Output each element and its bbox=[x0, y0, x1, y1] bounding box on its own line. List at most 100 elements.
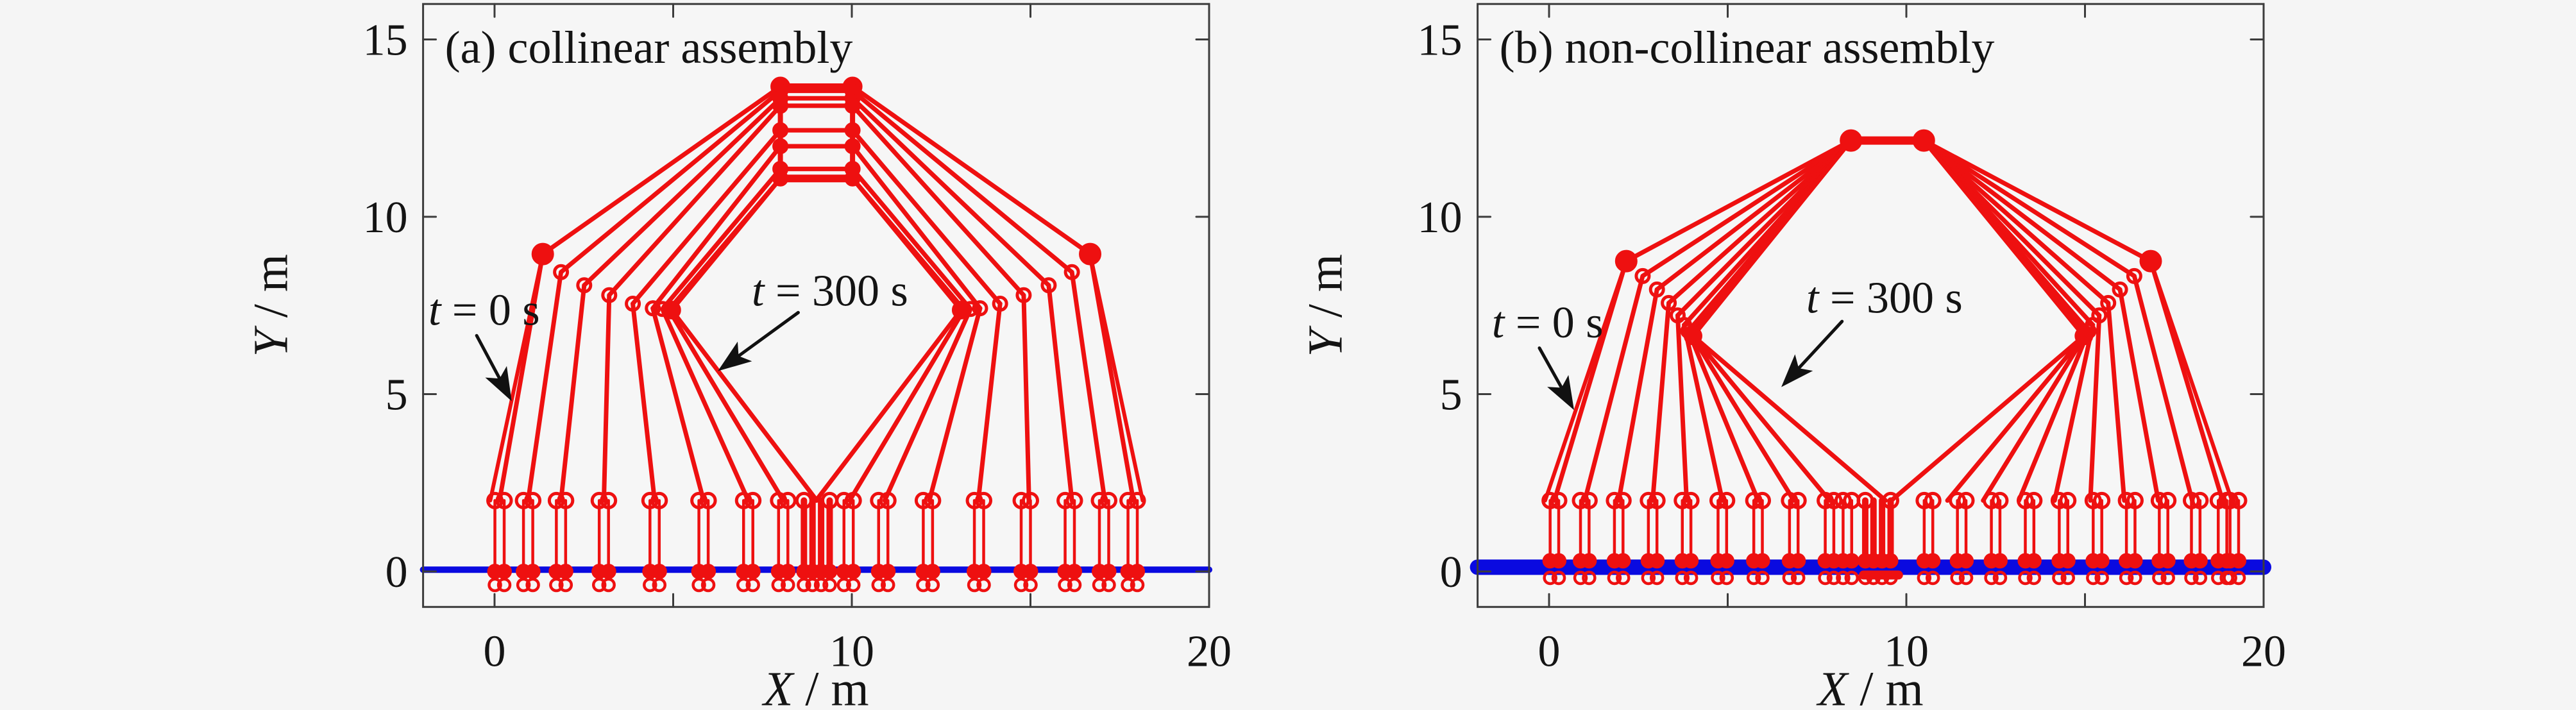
elbow-joint bbox=[1015, 287, 1032, 303]
station-under-joint bbox=[1950, 570, 1965, 586]
station-top-joint bbox=[1991, 491, 2009, 509]
station-foot-dot bbox=[2231, 553, 2247, 569]
annotation-arrow-shaft bbox=[1538, 346, 1566, 395]
station-top-joint bbox=[2117, 491, 2135, 509]
station-top-joint bbox=[1648, 491, 1666, 509]
station-under-joint bbox=[771, 577, 786, 593]
station-under-joint bbox=[1755, 570, 1770, 586]
station-under-joint bbox=[1925, 570, 1940, 586]
station-foot-dot bbox=[745, 564, 761, 579]
station-under-joint bbox=[591, 577, 607, 593]
leg-link bbox=[1650, 300, 1672, 503]
arm-link bbox=[1623, 138, 1854, 264]
station-top-joint bbox=[844, 491, 862, 509]
station-under-joint bbox=[736, 577, 751, 593]
station-top-joint bbox=[924, 491, 942, 509]
annotation-arrow-head bbox=[485, 366, 512, 401]
station-under-joint bbox=[2152, 570, 2167, 586]
station-under-joint bbox=[1782, 570, 1797, 586]
station-under-joint bbox=[2223, 570, 2237, 586]
station-under-joint bbox=[2128, 570, 2142, 586]
station-top-joint bbox=[1957, 491, 1975, 509]
station-under-joint bbox=[1130, 577, 1145, 593]
y-tick-label: 5 bbox=[1440, 371, 1462, 420]
leg-link bbox=[927, 306, 983, 503]
leg-link bbox=[559, 283, 587, 503]
arm-link bbox=[850, 103, 1026, 298]
panel-title: (b) non-collinear assembly bbox=[1500, 22, 1995, 73]
station-under-joint bbox=[1573, 570, 1588, 586]
station-under-joint bbox=[549, 577, 564, 593]
leg-link bbox=[601, 292, 612, 503]
station-foot-dot bbox=[600, 564, 616, 579]
time-annotation-label: t = 300 s bbox=[752, 266, 908, 316]
station-under-joint bbox=[2094, 570, 2109, 586]
station-top-joint bbox=[965, 491, 983, 509]
station-top-joint bbox=[1915, 491, 1933, 509]
station-top-joint bbox=[486, 491, 504, 509]
final-elbow-dot bbox=[1683, 326, 1702, 346]
rail-joint bbox=[845, 98, 860, 114]
station-under-joint bbox=[2184, 570, 2199, 586]
station-under-joint bbox=[2231, 570, 2246, 586]
leg-link bbox=[813, 307, 963, 503]
elbow-joint bbox=[1063, 264, 1080, 280]
station-top-joint bbox=[1834, 491, 1852, 509]
station-top-joint bbox=[2150, 491, 2168, 509]
time-annotation-label: t = 0 s bbox=[428, 286, 540, 335]
station-under-joint bbox=[1649, 570, 1665, 586]
arm-link bbox=[582, 96, 783, 288]
station-foot-dot bbox=[651, 564, 667, 579]
final-elbow-dot bbox=[662, 300, 681, 319]
center-foot-dot bbox=[822, 564, 838, 579]
station-top-joint bbox=[2016, 491, 2034, 509]
station-under-joint bbox=[2192, 570, 2208, 586]
leg-link bbox=[1543, 259, 1629, 503]
station-top-joint bbox=[1709, 491, 1727, 509]
station-top-joint bbox=[914, 491, 932, 509]
time-annotation-label: t = 300 s bbox=[1806, 273, 1963, 323]
station-under-joint bbox=[1818, 570, 1833, 586]
annotation-arrow-shaft bbox=[1792, 319, 1844, 375]
axes-box bbox=[422, 3, 1210, 608]
station-top-joint bbox=[590, 491, 608, 509]
station-under-joint bbox=[925, 577, 940, 593]
leg-link bbox=[1675, 313, 1689, 503]
station-under-joint bbox=[813, 577, 829, 593]
leg-link bbox=[1889, 334, 2087, 503]
rung-end-dot bbox=[772, 170, 789, 187]
arm-link bbox=[1640, 138, 1854, 278]
station-foot-dot bbox=[2127, 553, 2143, 569]
arm-link bbox=[1921, 138, 2137, 278]
leg-link bbox=[1616, 287, 1659, 503]
station-under-joint bbox=[1719, 570, 1734, 586]
station-top-joint bbox=[547, 491, 565, 509]
station-foot-dot bbox=[976, 564, 992, 579]
station-foot-dot bbox=[1754, 553, 1770, 569]
station-top-joint bbox=[1119, 491, 1137, 509]
arm-link bbox=[1921, 138, 2153, 264]
arm-link bbox=[850, 144, 983, 311]
annotation-arrow-head bbox=[718, 341, 752, 371]
station-under-joint bbox=[2119, 570, 2134, 586]
station-top-joint bbox=[1580, 491, 1598, 509]
station-under-joint bbox=[745, 577, 760, 593]
station-foot-dot bbox=[1992, 553, 2008, 569]
station-under-joint bbox=[805, 577, 820, 593]
station-top-joint bbox=[495, 491, 513, 509]
leg-link bbox=[1682, 323, 1725, 503]
annotation-arrow-shaft bbox=[731, 310, 800, 362]
elbow-joint bbox=[1634, 267, 1651, 284]
center-top-joint bbox=[820, 491, 838, 509]
station-under-joint bbox=[1616, 570, 1631, 586]
station-under-joint bbox=[1844, 570, 1860, 586]
station-under-joint bbox=[1874, 570, 1890, 586]
station-top-joint bbox=[524, 491, 542, 509]
station-foot-dot bbox=[1683, 553, 1699, 569]
arm-link bbox=[1654, 138, 1854, 292]
station-top-joint bbox=[1012, 491, 1030, 509]
leg-link bbox=[2148, 259, 2234, 503]
station-top-joint bbox=[744, 491, 762, 509]
station-top-joint bbox=[557, 491, 575, 509]
leg-link bbox=[660, 307, 750, 503]
